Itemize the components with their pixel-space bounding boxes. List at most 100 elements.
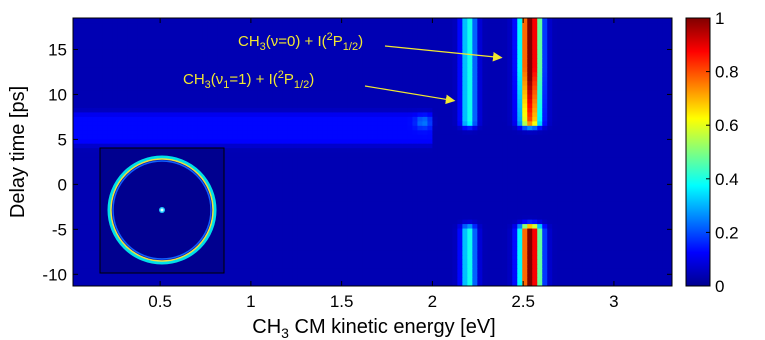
heatmap-cell	[212, 125, 219, 131]
heatmap-cell	[252, 277, 259, 283]
heatmap-cell	[627, 192, 633, 198]
heatmap-cell	[362, 102, 369, 108]
heatmap-cell	[462, 201, 468, 207]
heatmap-cell	[627, 232, 633, 238]
heatmap-cell	[347, 205, 354, 211]
heatmap-cell	[267, 147, 274, 153]
heatmap-cell	[337, 102, 344, 108]
heatmap-cell	[487, 205, 493, 211]
heatmap-cell	[607, 205, 613, 211]
heatmap-cell	[362, 196, 369, 202]
heatmap-cell	[102, 272, 109, 278]
heatmap-cell	[532, 111, 538, 117]
heatmap-cell	[637, 250, 643, 256]
heatmap-cell	[227, 143, 234, 149]
heatmap-cell	[572, 125, 578, 131]
heatmap-cell	[497, 169, 503, 175]
heatmap-cell	[552, 156, 558, 162]
heatmap-cell	[357, 272, 364, 278]
heatmap-cell	[332, 102, 339, 108]
heatmap-cell	[422, 152, 429, 158]
heatmap-cell	[552, 268, 558, 274]
heatmap-cell	[402, 214, 409, 220]
heatmap-cell	[367, 183, 374, 189]
heatmap-cell	[397, 259, 404, 265]
heatmap-cell	[227, 152, 234, 158]
heatmap-cell	[102, 107, 109, 113]
heatmap-cell	[622, 134, 628, 140]
heatmap-cell	[252, 183, 259, 189]
heatmap-cell	[612, 281, 618, 286]
heatmap-cell	[542, 156, 548, 162]
heatmap-cell	[312, 245, 319, 251]
heatmap-cell	[417, 187, 424, 193]
heatmap-cell	[637, 174, 643, 180]
heatmap-cell	[237, 268, 244, 274]
heatmap-cell	[512, 268, 518, 274]
heatmap-cell	[87, 259, 94, 265]
heatmap-cell	[542, 192, 548, 198]
heatmap-cell	[577, 183, 583, 189]
heatmap-cell	[382, 281, 389, 286]
heatmap-cell	[612, 134, 618, 140]
heatmap-cell	[522, 210, 528, 216]
heatmap-cell	[242, 120, 249, 126]
heatmap-cell	[497, 281, 503, 286]
heatmap-cell	[662, 219, 668, 225]
heatmap-cell	[497, 277, 503, 283]
heatmap-cell	[662, 281, 668, 286]
heatmap-cell	[462, 156, 468, 162]
heatmap-cell	[662, 107, 668, 113]
heatmap-cell	[487, 210, 493, 216]
heatmap-cell	[467, 259, 473, 265]
heatmap-cell	[527, 232, 533, 238]
heatmap-cell	[507, 165, 513, 171]
heatmap-cell	[537, 250, 543, 256]
heatmap-cell	[127, 129, 134, 135]
heatmap-cell	[512, 254, 518, 260]
heatmap-cell	[602, 138, 608, 144]
heatmap-cell	[447, 187, 453, 193]
heatmap-cell	[382, 134, 389, 140]
heatmap-cell	[427, 174, 433, 180]
heatmap-cell	[592, 192, 598, 198]
heatmap-cell	[132, 102, 139, 108]
heatmap-cell	[407, 111, 414, 117]
heatmap-cell	[317, 219, 324, 225]
heatmap-cell	[507, 227, 513, 233]
heatmap-cell	[397, 134, 404, 140]
heatmap-cell	[542, 187, 548, 193]
heatmap-cell	[612, 147, 618, 153]
heatmap-cell	[667, 201, 672, 207]
heatmap-cell	[417, 277, 424, 283]
heatmap-cell	[612, 169, 618, 175]
heatmap-cell	[402, 160, 409, 166]
heatmap-cell	[297, 241, 304, 247]
heatmap-cell	[637, 205, 643, 211]
heatmap-cell	[407, 102, 414, 108]
heatmap-cell	[527, 254, 533, 260]
heatmap-cell	[102, 120, 109, 126]
heatmap-cell	[347, 272, 354, 278]
heatmap-cell	[227, 102, 234, 108]
heatmap-cell	[432, 263, 438, 269]
heatmap-cell	[597, 259, 603, 265]
heatmap-cell	[567, 201, 573, 207]
heatmap-cell	[252, 259, 259, 265]
heatmap-cell	[82, 272, 89, 278]
heatmap-cell	[522, 272, 528, 278]
heatmap-cell	[617, 156, 623, 162]
heatmap-cell	[302, 201, 309, 207]
heatmap-cell	[352, 107, 359, 113]
heatmap-cell	[667, 156, 672, 162]
heatmap-cell	[662, 268, 668, 274]
heatmap-cell	[657, 138, 663, 144]
heatmap-cell	[332, 241, 339, 247]
heatmap-cell	[517, 178, 523, 184]
heatmap-cell	[387, 232, 394, 238]
heatmap-cell	[137, 102, 144, 108]
heatmap-cell	[177, 277, 184, 283]
heatmap-cell	[87, 152, 94, 158]
heatmap-cell	[417, 232, 424, 238]
heatmap-cell	[597, 125, 603, 131]
